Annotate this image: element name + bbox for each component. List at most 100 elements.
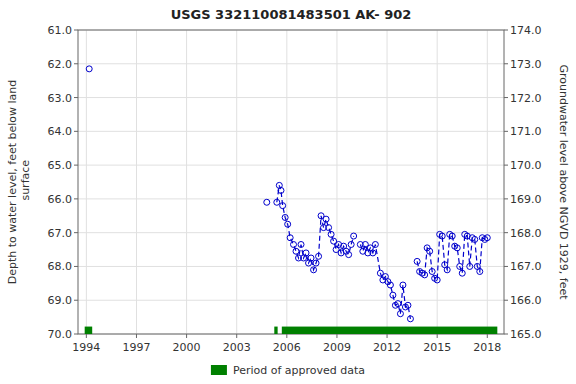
water-level-point (444, 267, 450, 273)
y-axis: 61.062.063.064.065.066.067.068.069.070.0 (48, 24, 79, 341)
x-tick (86, 334, 87, 338)
y2-axis-label: Groundwater level above NGVD 1929, feet (557, 64, 570, 300)
water-level-point (459, 270, 465, 276)
water-level-point (285, 221, 291, 227)
x-tick (437, 334, 438, 338)
y2-tick (504, 266, 508, 267)
x-tick (236, 334, 237, 338)
legend: Period of approved data (211, 364, 365, 377)
y2-tick (504, 131, 508, 132)
x-grid-line (487, 30, 488, 334)
x-grid-line (136, 30, 137, 334)
water-level-point (298, 241, 304, 247)
water-level-point (457, 263, 463, 269)
water-level-point (316, 253, 322, 259)
x-grid-line (186, 30, 187, 334)
water-level-point (346, 252, 352, 258)
y-axis-label-line: Depth to water level, feet below land (6, 80, 19, 285)
water-level-point (328, 231, 334, 237)
y-grid-line (78, 165, 504, 166)
water-level-point (397, 311, 403, 317)
y2-tick-label: 172.0 (510, 92, 542, 105)
y2-tick (504, 30, 508, 31)
water-level-point (422, 272, 428, 278)
water-level-point (303, 250, 309, 256)
y-tick (74, 30, 78, 31)
y2-tick (504, 63, 508, 64)
water-level-point (390, 292, 396, 298)
y-tick (74, 97, 78, 98)
x-tick-label: 2009 (323, 341, 351, 354)
water-level-point (484, 235, 490, 241)
y-axis-label: Depth to water level, feet below land su… (6, 80, 32, 285)
y2-tick (504, 97, 508, 98)
grid (78, 30, 504, 334)
y2-tick (504, 165, 508, 166)
x-tick-label: 1994 (72, 341, 100, 354)
y-tick (74, 300, 78, 301)
y2-tick-label: 171.0 (510, 125, 542, 138)
y-tick (74, 334, 78, 335)
water-level-point (323, 216, 329, 222)
water-level-point (387, 282, 393, 288)
water-level-point (282, 214, 288, 220)
y-grid-line (78, 97, 504, 98)
x-tick-label: 2018 (473, 341, 501, 354)
water-level-point (414, 258, 420, 264)
x-tick-label: 2006 (273, 341, 301, 354)
x-grid-line (86, 30, 87, 334)
water-level-line (417, 234, 487, 280)
water-level-point (407, 316, 413, 322)
x-tick-label: 2003 (223, 341, 251, 354)
y-grid-line (78, 198, 504, 199)
y2-tick-label: 166.0 (510, 294, 542, 307)
x-tick (387, 334, 388, 338)
y-tick-label: 62.0 (48, 58, 73, 71)
approved-period-bar (274, 327, 277, 334)
y2-tick (504, 334, 508, 335)
y-grid-line (78, 63, 504, 64)
x-grid-line (286, 30, 287, 334)
y-grid-line (78, 232, 504, 233)
y2-tick (504, 300, 508, 301)
x-grid-line (236, 30, 237, 334)
y-tick-label: 66.0 (48, 193, 73, 206)
title: USGS 332110081483501 AK- 902 (171, 7, 412, 22)
y2-tick (504, 232, 508, 233)
x-tick-label: 1997 (122, 341, 150, 354)
water-level-point (348, 241, 354, 247)
water-level-point (287, 235, 293, 241)
y-tick-label: 64.0 (48, 125, 73, 138)
chart: 19941997200020032006200920122015201861.0… (0, 0, 576, 384)
y-tick (74, 131, 78, 132)
approved-period-bar (282, 327, 498, 334)
legend-swatch (211, 365, 227, 375)
y-tick (74, 165, 78, 166)
y-axis-label-line: surface (19, 160, 32, 204)
water-level-point (351, 233, 357, 239)
y2-tick (504, 198, 508, 199)
water-level-point (311, 267, 317, 273)
water-level-point (427, 248, 433, 254)
plot-area (85, 66, 498, 334)
y2-tick-label: 168.0 (510, 227, 542, 240)
y-tick-label: 68.0 (48, 260, 73, 273)
water-level-point (434, 277, 440, 283)
x-grid-line (387, 30, 388, 334)
y-tick-label: 70.0 (48, 328, 73, 341)
water-level-point (372, 241, 378, 247)
y-grid-line (78, 266, 504, 267)
water-level-point (439, 233, 445, 239)
water-level-point (291, 241, 297, 247)
x-tick-label: 2000 (173, 341, 201, 354)
y-grid-line (78, 131, 504, 132)
y-tick-label: 63.0 (48, 92, 73, 105)
y2-tick-label: 174.0 (510, 24, 542, 37)
water-level-point (454, 245, 460, 251)
water-level-point (472, 236, 478, 242)
water-level-point (477, 269, 483, 275)
y-grid-line (78, 300, 504, 301)
y-tick (74, 266, 78, 267)
y-tick (74, 198, 78, 199)
y-tick (74, 232, 78, 233)
